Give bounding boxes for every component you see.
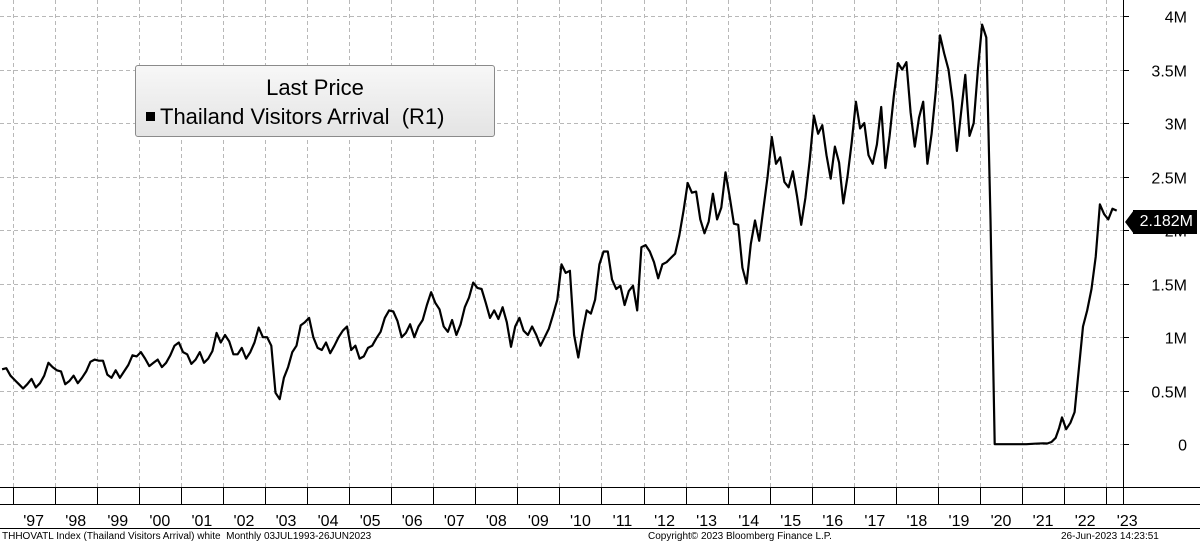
x-tick-label: '07 — [444, 513, 465, 530]
legend-entry: Thailand Visitors Arrival (R1) — [146, 104, 444, 130]
legend-entry-label: Thailand Visitors Arrival (R1) — [160, 104, 445, 129]
x-tick-label: '16 — [822, 513, 843, 530]
x-tick-label: '11 — [613, 513, 633, 530]
y-tick-label: 0.5M — [1151, 385, 1187, 402]
x-tick-label: '10 — [570, 513, 591, 530]
x-tick-label: '20 — [991, 513, 1012, 530]
grid-lines — [0, 0, 1123, 487]
x-tick-label: '15 — [780, 513, 801, 530]
legend-swatch-icon — [146, 112, 155, 121]
x-tick-label: '14 — [738, 513, 759, 530]
y-tick-label: 3.5M — [1151, 64, 1187, 81]
x-tick-label: '23 — [1117, 513, 1138, 530]
x-tick-label: '97 — [23, 513, 44, 530]
x-tick-label: '00 — [149, 513, 170, 530]
plot-frame — [0, 487, 1200, 529]
x-tick-label: '22 — [1075, 513, 1096, 530]
x-tick-label: '04 — [318, 513, 339, 530]
series-line — [1, 23, 1118, 446]
y-tick-label: 2.5M — [1151, 171, 1187, 188]
footer-timestamp: 26-Jun-2023 14:23:51 — [1061, 531, 1159, 542]
x-tick-label: '06 — [402, 513, 423, 530]
x-tick-label: '18 — [906, 513, 927, 530]
last-value-label: 2.182M — [1133, 210, 1197, 234]
x-tick-label: '21 — [1033, 513, 1054, 530]
x-tick-label: '12 — [654, 513, 675, 530]
footer-copyright: Copyright© 2023 Bloomberg Finance L.P. — [648, 531, 832, 542]
x-tick-label: '01 — [191, 513, 212, 530]
y-tick-label: 1M — [1165, 331, 1187, 348]
x-tick-label: '02 — [234, 513, 255, 530]
y-tick-label: 3M — [1165, 117, 1187, 134]
x-tick-label: '17 — [864, 513, 885, 530]
x-tick-label: '05 — [360, 513, 381, 530]
x-tick-label: '09 — [528, 513, 549, 530]
x-tick-label: '99 — [107, 513, 128, 530]
legend-title: Last Price — [266, 75, 364, 100]
x-tick-label: '98 — [65, 513, 86, 530]
y-tick-label: 4M — [1165, 10, 1187, 27]
x-tick-label: '08 — [486, 513, 507, 530]
x-axis-ticks: '97 '98 '99 '00 '01 '02 '03 '04 '05 '06 '07 '08 '09 '… — [13, 487, 1138, 530]
legend: Last Price Thailand Visitors Arrival (R1… — [135, 65, 495, 137]
footer-series-info: THHOVATL Index (Thailand Visitors Arriva… — [2, 531, 372, 542]
x-tick-label: '13 — [696, 513, 717, 530]
series-layer — [1, 23, 1118, 446]
y-tick-label: 1.5M — [1151, 278, 1187, 295]
x-tick-label: '03 — [276, 513, 297, 530]
last-value-pointer-icon — [1125, 210, 1134, 234]
x-tick-label: '19 — [949, 513, 970, 530]
y-tick-label: 0 — [1178, 438, 1187, 455]
